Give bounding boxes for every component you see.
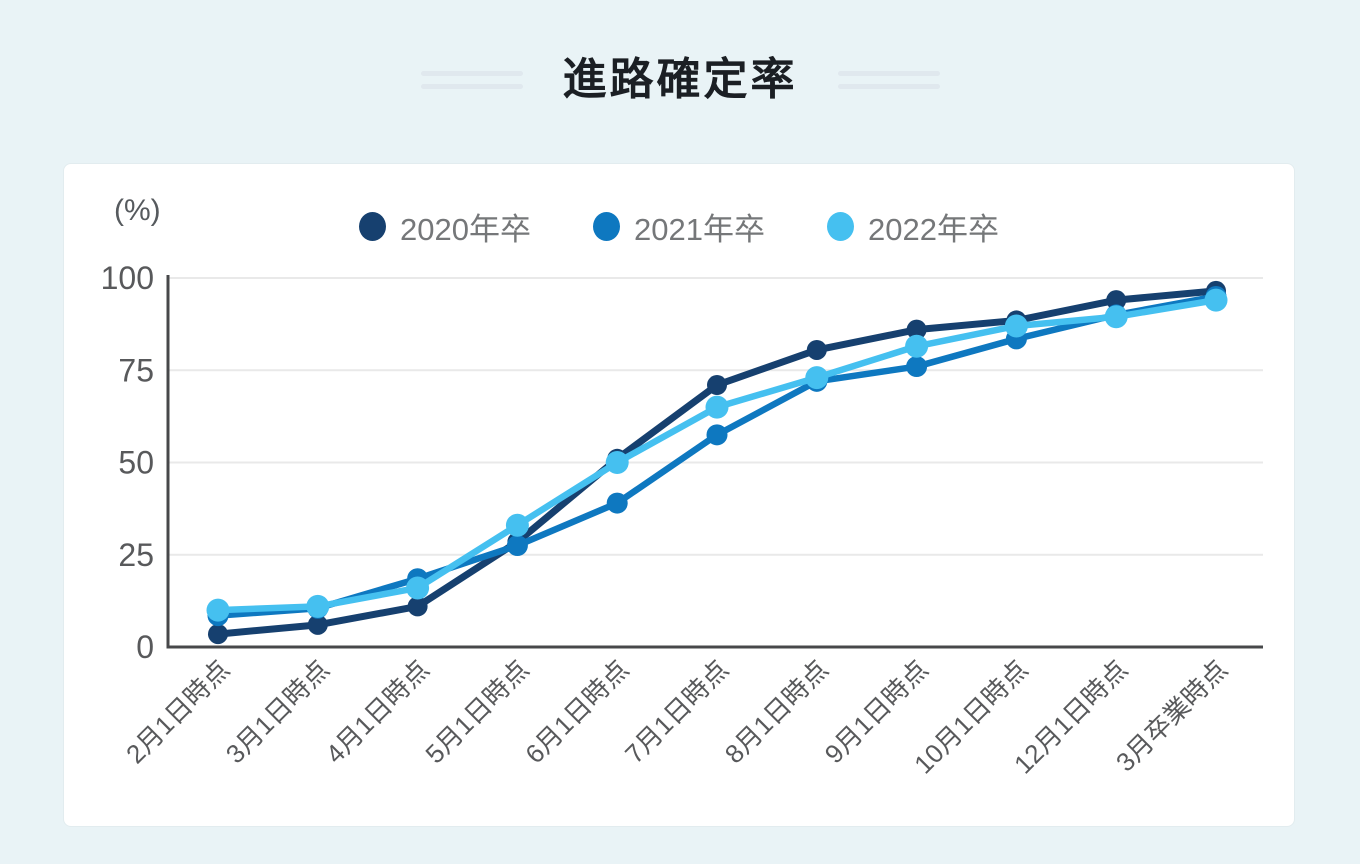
x-tick-label: 7月1日時点 <box>619 654 734 769</box>
x-tick-label: 2月1日時点 <box>120 654 235 769</box>
title-decoration-left <box>420 71 523 90</box>
data-point <box>806 339 827 360</box>
data-point <box>606 492 628 514</box>
data-point <box>1104 305 1128 329</box>
series-line <box>214 293 1220 619</box>
x-tick-label: 6月1日時点 <box>519 654 634 769</box>
title-decoration-right <box>837 71 940 90</box>
y-tick-label: 75 <box>118 352 154 388</box>
data-point <box>905 334 929 358</box>
data-point <box>906 356 928 378</box>
data-point <box>1106 290 1127 311</box>
data-point <box>506 535 528 557</box>
chart-card: (%) 2020年卒 2021年卒 2022年卒 0 25 50 75 100 2月1日時点 3… <box>63 163 1295 827</box>
data-point <box>208 624 228 645</box>
data-point <box>906 319 927 340</box>
x-tick-label: 5月1日時点 <box>419 654 534 769</box>
title-row: 進路確定率 <box>0 0 1360 104</box>
line-chart: 0 25 50 75 100 2月1日時点3月1日時点4月1日時点5月1日時点6月1日時点… <box>101 260 1263 779</box>
y-axis-unit-label: (%) <box>114 194 161 227</box>
data-point <box>1204 288 1228 312</box>
y-tick-label: 100 <box>101 260 154 296</box>
data-point <box>1004 314 1028 338</box>
data-point <box>705 395 729 419</box>
y-tick-label: 25 <box>118 537 154 573</box>
decoration-line <box>420 71 523 77</box>
data-point <box>407 596 428 617</box>
data-point <box>206 598 230 622</box>
x-tick-label: 3月1日時点 <box>220 654 335 769</box>
data-point <box>805 366 829 390</box>
decoration-line <box>837 84 940 90</box>
y-tick-label: 0 <box>136 629 154 665</box>
x-tick-label: 4月1日時点 <box>320 654 435 769</box>
series-line <box>214 296 1220 614</box>
y-tick-label: 50 <box>118 445 154 481</box>
data-point <box>505 513 529 537</box>
decoration-line <box>837 71 940 77</box>
data-point <box>706 424 728 446</box>
data-point <box>605 451 629 474</box>
page-title: 進路確定率 <box>562 55 798 104</box>
x-tick-label: 8月1日時点 <box>719 654 834 769</box>
decoration-line <box>420 84 523 90</box>
data-point <box>306 594 330 618</box>
data-point <box>406 576 430 600</box>
data-point <box>707 375 727 396</box>
data-point <box>307 614 328 635</box>
